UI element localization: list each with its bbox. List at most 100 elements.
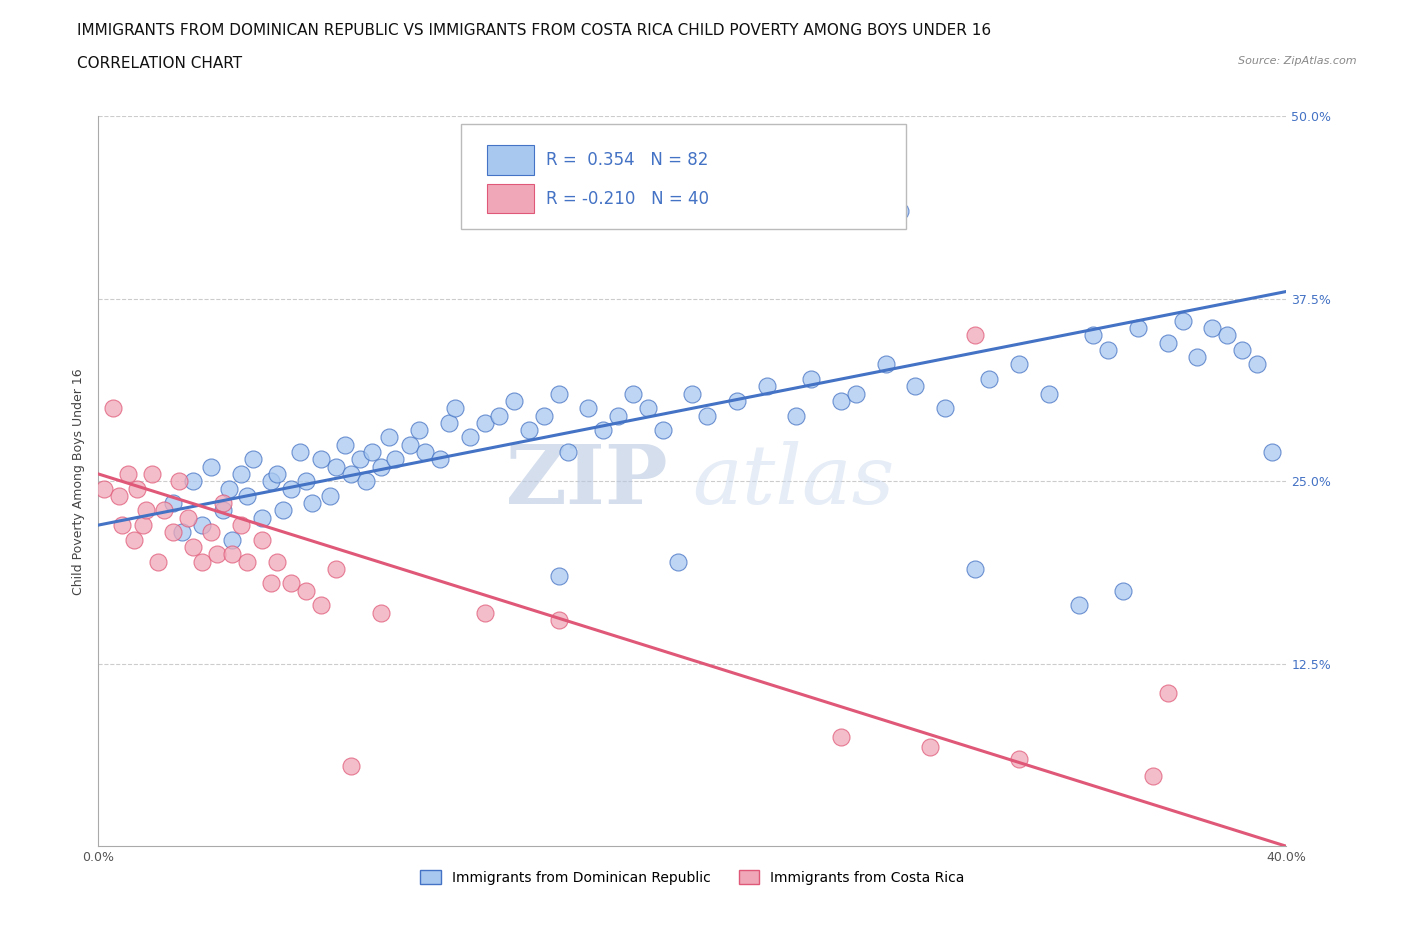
Point [295, 474, 318, 489]
Point [360, 445, 382, 459]
Text: R =  0.354   N = 82: R = 0.354 N = 82 [547, 151, 709, 169]
Point [221, 532, 243, 547]
Point [547, 613, 569, 628]
Point [1008, 357, 1031, 372]
Point [378, 430, 401, 445]
Point [183, 474, 205, 489]
Point [218, 481, 240, 496]
Point [236, 554, 259, 569]
Point [437, 416, 460, 431]
Point [260, 474, 283, 489]
Point [725, 393, 748, 408]
Point [979, 372, 1001, 387]
Point [191, 554, 214, 569]
Point [111, 518, 134, 533]
Point [830, 729, 852, 744]
Text: atlas: atlas [692, 441, 894, 522]
Point [503, 393, 526, 408]
Point [1216, 328, 1239, 343]
Text: IMMIGRANTS FROM DOMINICAN REPUBLIC VS IMMIGRANTS FROM COSTA RICA CHILD POVERTY A: IMMIGRANTS FROM DOMINICAN REPUBLIC VS IM… [77, 23, 991, 38]
Point [408, 423, 430, 438]
Point [108, 488, 131, 503]
Point [301, 496, 323, 511]
Point [250, 532, 273, 547]
Point [557, 445, 579, 459]
Point [117, 467, 139, 482]
Point [146, 554, 169, 569]
Point [229, 518, 252, 533]
Point [800, 372, 823, 387]
Point [1142, 769, 1164, 784]
Point [370, 605, 392, 620]
Point [488, 408, 510, 423]
Point [200, 525, 222, 539]
Text: R = -0.210   N = 40: R = -0.210 N = 40 [547, 190, 709, 207]
Point [845, 386, 868, 401]
Point [547, 386, 569, 401]
Point [141, 467, 163, 482]
Point [333, 437, 356, 452]
Point [271, 503, 294, 518]
Point [152, 503, 174, 518]
Point [93, 481, 115, 496]
Point [399, 437, 422, 452]
Point [547, 569, 569, 584]
Point [1260, 445, 1282, 459]
Point [458, 430, 481, 445]
Point [370, 459, 392, 474]
Point [176, 511, 198, 525]
Point [162, 496, 184, 511]
Point [1008, 751, 1031, 766]
Point [205, 547, 228, 562]
Point [354, 474, 377, 489]
Point [785, 408, 807, 423]
Point [290, 445, 312, 459]
Point [103, 401, 125, 416]
Text: ZIP: ZIP [506, 441, 669, 522]
Point [889, 204, 911, 219]
Point [875, 357, 897, 372]
Point [132, 518, 155, 533]
Point [770, 196, 793, 211]
Point [1246, 357, 1268, 372]
Point [1038, 386, 1060, 401]
Point [1112, 583, 1135, 598]
Point [242, 452, 264, 467]
Point [325, 562, 347, 577]
Point [125, 481, 148, 496]
Point [533, 408, 555, 423]
Point [260, 576, 283, 591]
Point [212, 496, 235, 511]
Point [162, 525, 184, 539]
Point [607, 408, 630, 423]
Point [755, 379, 778, 393]
Point [1156, 335, 1178, 350]
Point [1097, 342, 1119, 357]
Point [666, 554, 689, 569]
Point [250, 511, 273, 525]
Point [592, 423, 614, 438]
Point [221, 547, 243, 562]
Point [135, 503, 157, 518]
Point [474, 605, 496, 620]
Point [963, 328, 986, 343]
FancyBboxPatch shape [461, 124, 907, 230]
Point [167, 474, 190, 489]
Point [1126, 321, 1149, 336]
Point [443, 401, 465, 416]
Point [309, 452, 332, 467]
Bar [486, 145, 534, 175]
Point [517, 423, 540, 438]
Point [830, 393, 852, 408]
Point [191, 518, 214, 533]
Point [229, 467, 252, 482]
Legend: Immigrants from Dominican Republic, Immigrants from Costa Rica: Immigrants from Dominican Republic, Immi… [415, 865, 970, 890]
Point [578, 401, 600, 416]
Point [474, 416, 496, 431]
Point [413, 445, 436, 459]
Point [212, 503, 235, 518]
Point [170, 525, 193, 539]
Point [429, 452, 451, 467]
Point [920, 739, 942, 754]
Point [1067, 598, 1090, 613]
